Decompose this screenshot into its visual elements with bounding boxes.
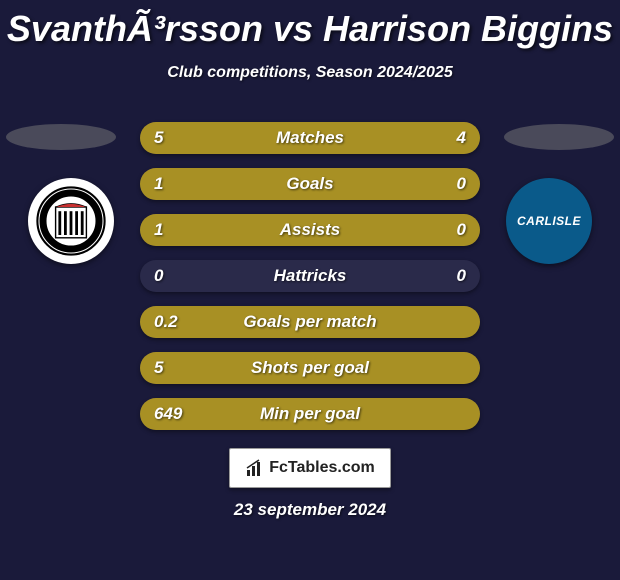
date: 23 september 2024	[0, 500, 620, 520]
shadow-left	[6, 124, 116, 150]
team-badge-left	[28, 178, 114, 264]
chart-icon	[245, 458, 265, 478]
stat-bars: 5Matches41Goals01Assists00Hattricks00.2G…	[140, 122, 480, 444]
stat-label: Matches	[140, 122, 480, 154]
stat-value-right: 0	[457, 168, 466, 200]
stat-row: 649Min per goal	[140, 398, 480, 430]
subtitle: Club competitions, Season 2024/2025	[0, 64, 620, 82]
stat-value-right: 4	[457, 122, 466, 154]
page-title: SvanthÃ³rsson vs Harrison Biggins	[0, 0, 620, 50]
stat-row: 1Goals0	[140, 168, 480, 200]
stat-row: 1Assists0	[140, 214, 480, 246]
shadow-right	[504, 124, 614, 150]
stat-label: Goals	[140, 168, 480, 200]
stat-label: Hattricks	[140, 260, 480, 292]
logo-text: FcTables.com	[269, 459, 375, 477]
grimsby-crest-icon	[36, 186, 106, 256]
stat-value-right: 0	[457, 214, 466, 246]
stat-row: 5Matches4	[140, 122, 480, 154]
stat-row: 5Shots per goal	[140, 352, 480, 384]
stat-row: 0Hattricks0	[140, 260, 480, 292]
stat-value-right: 0	[457, 260, 466, 292]
stat-label: Shots per goal	[140, 352, 480, 384]
stat-row: 0.2Goals per match	[140, 306, 480, 338]
carlisle-text: CARLISLE	[517, 214, 581, 228]
fctables-logo: FcTables.com	[229, 448, 391, 488]
stat-label: Min per goal	[140, 398, 480, 430]
stat-label: Assists	[140, 214, 480, 246]
team-badge-right: CARLISLE	[506, 178, 592, 264]
stat-label: Goals per match	[140, 306, 480, 338]
